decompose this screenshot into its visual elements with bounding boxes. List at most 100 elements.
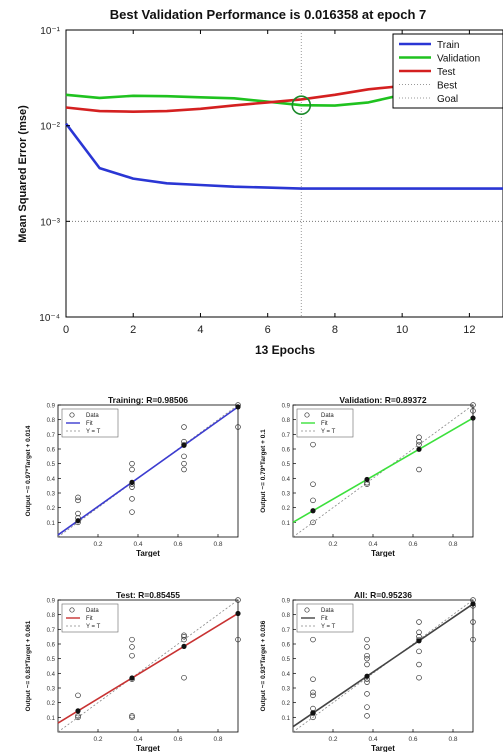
subplot-legend-box (61, 603, 119, 633)
y-tick-label: 0.7 (282, 628, 291, 634)
subplot-title: Validation: R=0.89372 (339, 395, 426, 405)
data-point (75, 510, 81, 517)
y-tick-label: 0.6 (47, 643, 56, 649)
y-tick-label: 0.9 (282, 599, 291, 605)
identity-line (57, 599, 239, 733)
y-tick-label: 10⁻¹ (40, 26, 60, 37)
x-tick-label: 0.2 (328, 736, 337, 743)
x-tick-label: 8 (332, 324, 338, 336)
data-point (75, 714, 81, 721)
legend-label-test: Test (437, 67, 456, 78)
data-point (470, 408, 476, 414)
legend-label-train: Train (437, 40, 459, 51)
data-point (364, 661, 370, 668)
fit-line (292, 417, 474, 524)
fit-marker (470, 415, 476, 421)
data-point (470, 619, 476, 625)
data-point (129, 714, 135, 721)
performance-xlabel: 13 Epochs (255, 343, 315, 357)
x-tick-label: 0.4 (368, 541, 377, 548)
data-point (416, 661, 422, 668)
y-tick-label: 10⁻² (40, 122, 60, 133)
subplot-legend-label: Data (321, 608, 334, 614)
performance-ylabel: Mean Squared Error (mse) (17, 105, 29, 243)
fit-marker (75, 708, 81, 714)
performance-grid (66, 30, 503, 317)
y-tick-label: 0.8 (282, 418, 291, 424)
data-point (364, 713, 370, 719)
y-tick-label: 0.6 (47, 448, 56, 454)
data-point (181, 633, 187, 640)
y-tick-label: 0.4 (282, 672, 291, 678)
x-tick-label: 0.8 (213, 541, 222, 548)
subplot-xlabel: Target (371, 744, 395, 752)
y-tick-label: 0.6 (282, 448, 291, 454)
y-tick-label: 0.2 (47, 506, 56, 512)
data-point (129, 644, 135, 650)
x-tick-label: 0.4 (133, 541, 142, 548)
subplot-legend-label: Fit (321, 421, 328, 427)
y-tick-label: 0.7 (47, 433, 56, 439)
data-point (416, 674, 422, 681)
legend-label-validation: Validation (437, 54, 480, 65)
y-tick-label: 0.3 (47, 492, 56, 498)
training-regression-plot: Training: R=0.98506 0.2 0.4 0.6 0.8 0.1 0.2 0.3… (25, 395, 241, 557)
x-tick-label: 6 (265, 324, 271, 336)
data-point (310, 481, 316, 487)
y-tick-label: 0.5 (282, 657, 291, 663)
y-tick-label: 0.7 (282, 433, 291, 439)
legend-data-marker (69, 607, 75, 613)
fit-marker (416, 638, 422, 644)
x-tick-label: 2 (130, 324, 136, 336)
subplot-legend-label: Data (86, 608, 99, 614)
subplot-title: All: R=0.95236 (354, 590, 412, 600)
identity-line (57, 404, 239, 538)
data-point (129, 652, 135, 659)
data-point (235, 424, 241, 430)
data-point (181, 636, 187, 643)
all-regression-plot: All: R=0.95236 0.2 0.4 0.6 0.8 0.1 0.2 0.3 0.4 0.… (260, 590, 476, 752)
performance-legend: Train Validation Test Best Goal (392, 33, 503, 109)
train-series-line (64, 122, 503, 190)
subplot-title: Training: R=0.98506 (108, 395, 188, 405)
data-point (310, 441, 316, 448)
y-tick-label: 0.4 (47, 672, 56, 678)
data-point (416, 619, 422, 625)
fit-marker (364, 673, 370, 679)
fit-marker (129, 479, 135, 485)
data-point (75, 692, 81, 699)
data-point (416, 648, 422, 655)
y-tick-label: 0.2 (282, 701, 291, 707)
data-point (364, 636, 370, 643)
data-point (364, 704, 370, 710)
identity-line (292, 599, 474, 733)
y-tick-label: 0.8 (47, 613, 56, 619)
validation-regression-plot: Validation: R=0.89372 0.2 0.4 0.6 0.8 0.1 0.2 0… (260, 395, 476, 557)
performance-title: Best Validation Performance is 0.016358 … (110, 7, 426, 22)
data-point (310, 497, 316, 504)
data-point (129, 509, 135, 515)
data-point (129, 713, 135, 719)
y-tick-label: 10⁻⁴ (39, 313, 60, 324)
test-regression-plot: Test: R=0.85455 0.2 0.4 0.6 0.8 0.1 0.2 0.3 0.4 0… (25, 590, 241, 752)
data-point (310, 636, 316, 643)
data-point (364, 691, 370, 697)
fit-line (57, 612, 239, 724)
y-tick-label: 0.3 (282, 687, 291, 693)
fit-marker (129, 675, 135, 681)
subplot-xlabel: Target (371, 549, 395, 557)
data-point (310, 519, 316, 526)
data-point (470, 636, 476, 643)
identity-line (292, 404, 474, 538)
legend-label-goal: Goal (437, 94, 458, 105)
x-tick-label: 10 (396, 324, 408, 336)
fit-marker (181, 442, 187, 448)
y-tick-label: 10⁻³ (40, 217, 60, 228)
x-tick-label: 12 (463, 324, 475, 336)
y-tick-label: 0.1 (47, 716, 56, 722)
x-tick-label: 0.2 (93, 736, 102, 743)
data-point (364, 652, 370, 659)
data-point (129, 636, 135, 643)
fit-marker (470, 601, 476, 607)
subplot-legend-label: Fit (86, 421, 93, 427)
